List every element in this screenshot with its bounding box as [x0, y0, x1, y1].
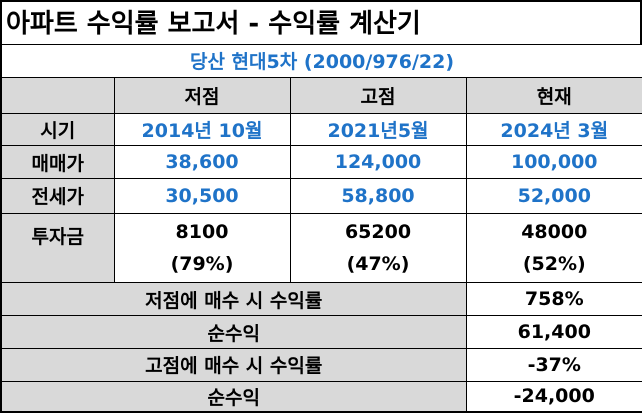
table-row: 시기 2014년 10월 2021년5월 2024년 3월 — [0, 112, 642, 147]
report-title: 아파트 수익률 보고서 - 수익률 계산기 — [0, 0, 642, 44]
summary-row: 고점에 매수 시 수익률 -37% — [0, 347, 642, 382]
investment-amount: 48000 — [521, 221, 588, 244]
investment-current: 48000 (52%) — [465, 212, 642, 284]
row-label-period: 시기 — [0, 112, 115, 147]
summary-row: 순수익 61,400 — [0, 315, 642, 349]
investment-percent: (79%) — [170, 253, 234, 276]
column-header-current: 현재 — [465, 76, 642, 114]
table-row: 전세가 30,500 58,800 52,000 — [0, 178, 642, 214]
period-low: 2014년 10월 — [113, 112, 291, 147]
summary-label-profit-high: 순수익 — [0, 380, 467, 413]
jeonse-price-current: 52,000 — [465, 178, 642, 214]
period-current: 2024년 3월 — [465, 112, 642, 147]
jeonse-price-low: 30,500 — [113, 178, 291, 214]
investment-percent: (47%) — [346, 253, 410, 276]
investment-percent: (52%) — [522, 253, 586, 276]
investment-high: 65200 (47%) — [289, 212, 467, 284]
summary-value-return-high: -37% — [465, 347, 642, 382]
investment-amount: 8100 — [175, 221, 229, 244]
column-header-high: 고점 — [289, 76, 467, 114]
header-corner — [0, 76, 115, 114]
row-label-investment: 투자금 — [0, 212, 115, 284]
summary-row: 저점에 매수 시 수익률 758% — [0, 282, 642, 317]
jeonse-price-high: 58,800 — [289, 178, 467, 214]
summary-value-return-low: 758% — [465, 282, 642, 317]
summary-label-profit-low: 순수익 — [0, 315, 467, 349]
sale-price-current: 100,000 — [465, 145, 642, 180]
summary-label-return-low: 저점에 매수 시 수익률 — [0, 282, 467, 317]
sale-price-high: 124,000 — [289, 145, 467, 180]
returns-table: 당산 현대5차 (2000/976/22) 저점 고점 현재 시기 2014년 … — [0, 44, 642, 413]
summary-row: 순수익 -24,000 — [0, 380, 642, 413]
row-label-sale-price: 매매가 — [0, 145, 115, 180]
investment-amount: 65200 — [344, 221, 412, 244]
table-row: 투자금 8100 (79%) 65200 (47%) 48000 (52%) — [0, 212, 642, 284]
sale-price-low: 38,600 — [113, 145, 291, 180]
header-row: 저점 고점 현재 — [0, 76, 642, 114]
summary-value-profit-high: -24,000 — [465, 380, 642, 413]
period-high: 2021년5월 — [289, 112, 467, 147]
column-header-low: 저점 — [113, 76, 291, 114]
summary-label-return-high: 고점에 매수 시 수익률 — [0, 347, 467, 382]
investment-low: 8100 (79%) — [113, 212, 291, 284]
table-row: 매매가 38,600 124,000 100,000 — [0, 145, 642, 180]
row-label-jeonse-price: 전세가 — [0, 178, 115, 214]
summary-value-profit-low: 61,400 — [465, 315, 642, 349]
apartment-name: 당산 현대5차 (2000/976/22) — [0, 44, 642, 78]
